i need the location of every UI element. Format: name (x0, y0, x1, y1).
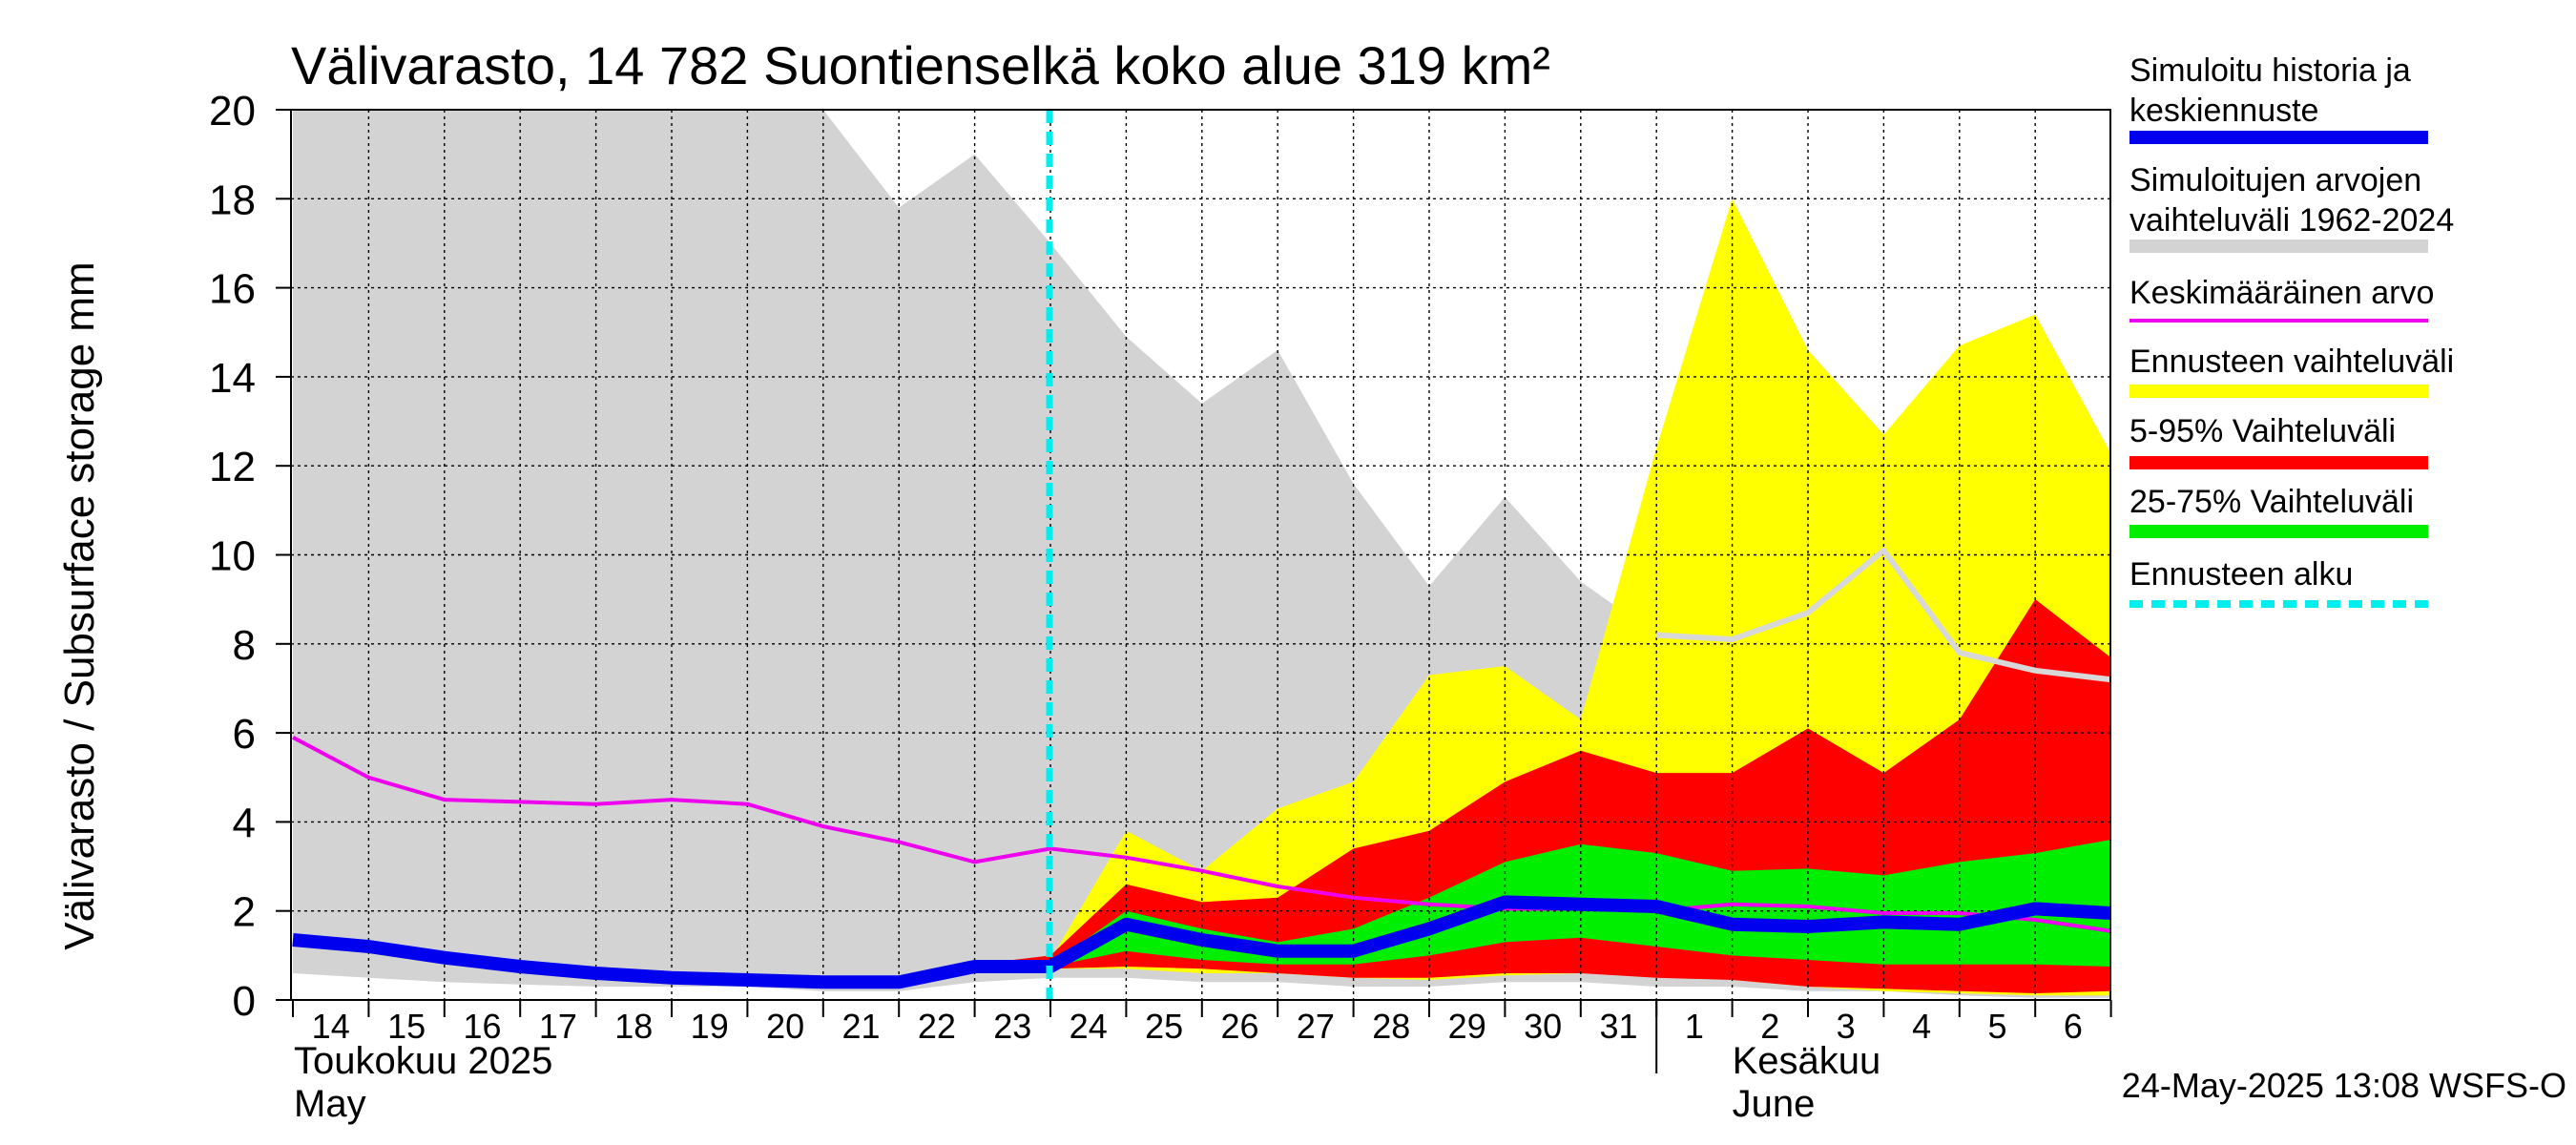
x-day-label: 22 (918, 1007, 956, 1046)
legend-label: Ennusteen alku (2129, 556, 2353, 593)
y-tick-label: 8 (233, 622, 256, 669)
x-day-label: 20 (766, 1007, 804, 1046)
x-day-label: 24 (1070, 1007, 1108, 1046)
y-tick-label: 4 (233, 800, 256, 846)
month-label-fi: Kesäkuu (1733, 1040, 1881, 1082)
month-label-fi: Toukokuu 2025 (294, 1040, 552, 1082)
y-tick-label: 12 (209, 444, 256, 490)
legend-label: Simuloitu historia ja keskiennuste (2129, 52, 2411, 129)
legend-item: Simuloitujen arvojen vaihteluväli 1962-20… (2129, 162, 2454, 253)
timestamp: 24-May-2025 13:08 WSFS-O (2122, 1066, 2566, 1105)
legend-label: 5-95% Vaihteluväli (2129, 413, 2396, 449)
x-day-label: 6 (2064, 1007, 2083, 1046)
month-label-en: June (1733, 1083, 1816, 1125)
y-tick-label: 18 (209, 177, 256, 223)
legend-label: 25-75% Vaihteluväli (2129, 484, 2414, 520)
x-day-label: 17 (539, 1007, 577, 1046)
y-tick-label: 0 (233, 978, 256, 1025)
x-day-label: 19 (691, 1007, 729, 1046)
x-day-label: 21 (841, 1007, 880, 1046)
x-day-label: 31 (1599, 1007, 1637, 1046)
legend-item: 5-95% Vaihteluväli (2129, 413, 2428, 469)
x-day-label: 18 (614, 1007, 653, 1046)
legend: Simuloitu historia ja keskiennusteSimuloi… (2129, 52, 2454, 608)
simulated-median-line (292, 895, 2110, 989)
x-day-label: 26 (1220, 1007, 1258, 1046)
y-tick-label: 20 (209, 88, 256, 135)
x-day-label: 3 (1837, 1007, 1856, 1046)
y-axis-label: Välivarasto / Subsurface storage mm (56, 261, 103, 949)
legend-label-line: keskiennuste (2129, 93, 2318, 129)
legend-label: Simuloitujen arvojen vaihteluväli 1962-20… (2129, 162, 2454, 239)
legend-item: Keskimääräinen arvo (2129, 275, 2434, 323)
chart-title: Välivarasto, 14 782 Suontienselkä koko a… (291, 35, 1550, 95)
x-day-label: 25 (1145, 1007, 1183, 1046)
y-tick-label: 6 (233, 711, 256, 758)
x-day-label: 5 (1987, 1007, 2006, 1046)
x-day-label: 2 (1760, 1007, 1779, 1046)
x-day-label: 27 (1297, 1007, 1335, 1046)
legend-item: Simuloitu historia ja keskiennuste (2129, 52, 2428, 144)
legend-item: 25-75% Vaihteluväli (2129, 484, 2428, 538)
legend-item: Ennusteen vaihteluväli (2129, 344, 2454, 398)
legend-label: Ennusteen vaihteluväli (2129, 344, 2454, 380)
legend-item: Ennusteen alku (2129, 556, 2428, 608)
x-day-label: 4 (1912, 1007, 1931, 1046)
mean-line (292, 736, 2110, 933)
legend-label-line: vaihteluväli 1962-2024 (2129, 202, 2454, 239)
x-day-label: 1 (1685, 1007, 1704, 1046)
history-median-line (1656, 547, 2110, 683)
x-day-label: 29 (1448, 1007, 1486, 1046)
legend-label-line: Simuloitujen arvojen (2129, 162, 2421, 198)
x-day-label: 30 (1524, 1007, 1562, 1046)
legend-label-line: Simuloitu historia ja (2129, 52, 2411, 89)
x-day-label: 16 (463, 1007, 501, 1046)
y-tick-label: 10 (209, 533, 256, 580)
month-label-en: May (294, 1083, 366, 1125)
line-layer (292, 110, 2110, 1000)
y-tick-label: 16 (209, 266, 256, 313)
x-day-label: 28 (1372, 1007, 1410, 1046)
y-tick-label: 2 (233, 889, 256, 936)
x-day-label: 15 (387, 1007, 426, 1046)
y-tick-label: 14 (209, 355, 256, 402)
grid-layer (291, 110, 2110, 1000)
x-day-label: 14 (312, 1007, 350, 1046)
x-day-label: 23 (993, 1007, 1031, 1046)
legend-label: Keskimääräinen arvo (2129, 275, 2434, 311)
